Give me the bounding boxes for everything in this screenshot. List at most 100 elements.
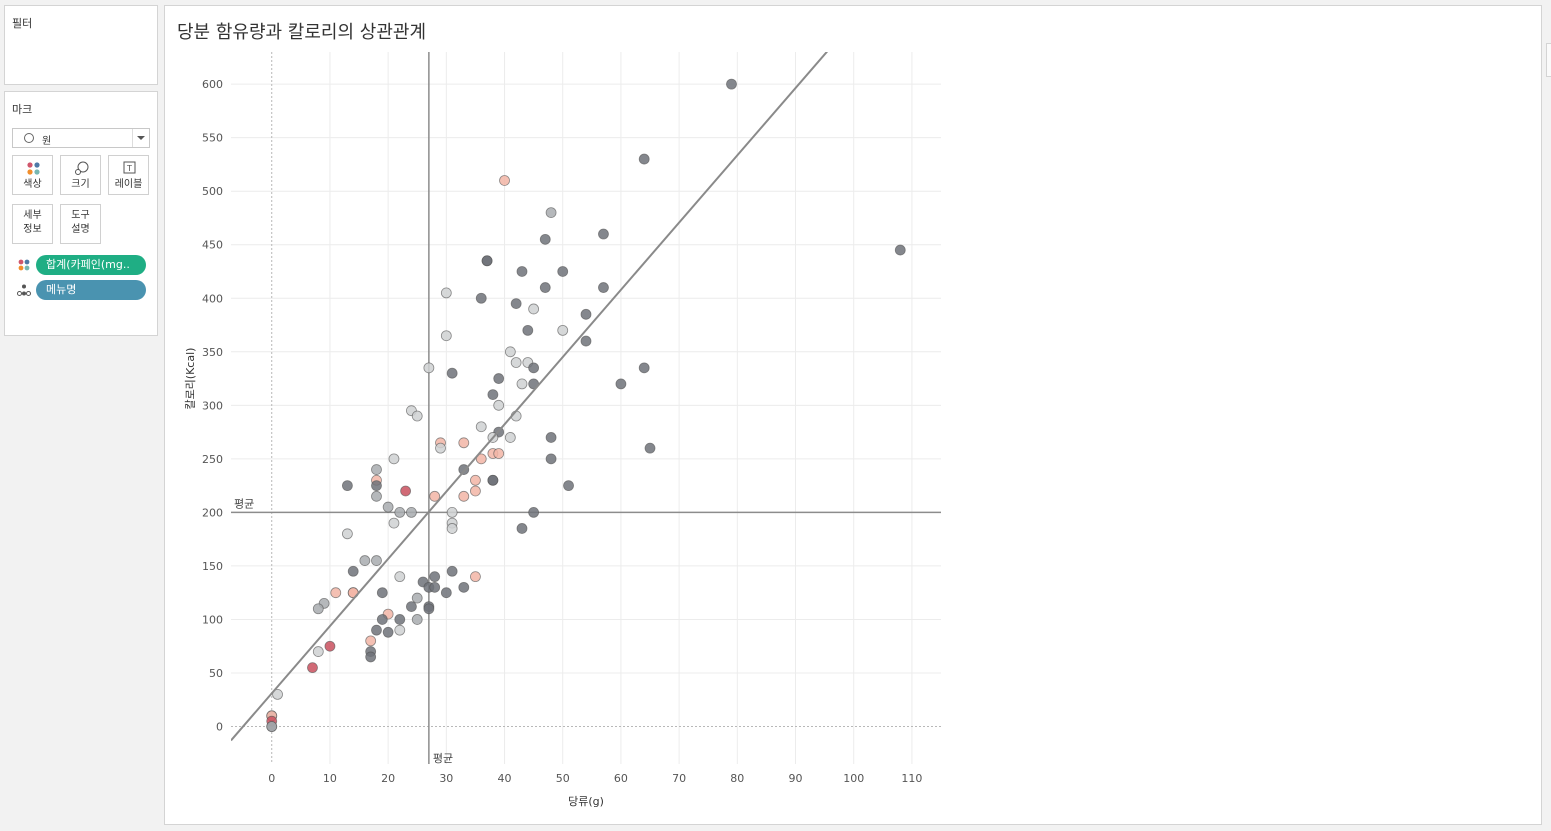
x-tick-label: 110 <box>901 772 922 785</box>
x-tick-label: 10 <box>323 772 337 785</box>
caffeine-sum-pill[interactable]: 합계(카페인(mg.. <box>36 255 146 275</box>
data-point <box>516 266 528 277</box>
data-point <box>563 480 574 492</box>
chevron-down-icon[interactable] <box>132 129 149 147</box>
data-point <box>359 555 371 566</box>
data-point <box>330 587 342 599</box>
y-average-label: 평균 <box>234 497 254 510</box>
y-tick-label: 500 <box>202 185 223 198</box>
y-tick-label: 150 <box>202 560 223 573</box>
detail-button[interactable]: 세부 정보 <box>12 204 53 244</box>
tooltip-label-2: 설명 <box>71 224 90 235</box>
data-point <box>470 485 481 497</box>
y-tick-label: 350 <box>202 346 223 359</box>
data-point <box>429 571 441 583</box>
y-tick-label: 100 <box>202 613 223 626</box>
y-tick-label: 50 <box>209 667 223 680</box>
worksheet-panel: 당분 함유량과 칼로리의 상관관계 평균 평균 0 10 20 30 40 50 60 70 80… <box>164 5 1542 825</box>
data-point <box>644 442 656 454</box>
data-point <box>510 357 522 368</box>
data-point <box>726 78 737 90</box>
data-point <box>499 175 510 186</box>
data-point <box>598 282 609 293</box>
marks-title: 마크 <box>12 103 33 116</box>
size-button[interactable]: 크기 <box>60 155 101 195</box>
data-point <box>411 592 423 604</box>
data-point <box>440 287 452 299</box>
data-point <box>446 367 458 379</box>
data-point <box>504 346 516 358</box>
data-point <box>557 266 569 277</box>
data-point <box>371 624 382 636</box>
x-tick-label: 100 <box>843 772 864 785</box>
filters-panel[interactable]: 필터 <box>4 5 158 85</box>
x-tick-label: 60 <box>614 772 628 785</box>
data-point <box>272 689 283 700</box>
data-point <box>493 448 505 459</box>
data-point <box>382 501 394 513</box>
axes: 0 10 20 30 40 50 60 70 80 90 100 110 0 50 100 150 200 250… <box>184 78 922 808</box>
detail-label-2: 정보 <box>23 224 42 235</box>
data-point <box>528 362 540 374</box>
y-tick-label: 400 <box>202 292 223 305</box>
y-tick-label: 200 <box>202 506 223 519</box>
data-point <box>545 207 557 219</box>
data-point <box>371 480 382 492</box>
data-point <box>493 399 505 411</box>
filters-title: 필터 <box>12 17 33 30</box>
y-tick-label: 550 <box>202 132 223 145</box>
data-point <box>493 373 505 384</box>
data-point <box>440 587 452 599</box>
data-point <box>406 601 417 613</box>
data-point <box>475 421 487 433</box>
data-point <box>528 303 540 315</box>
y-axis-title: 칼로리(Kcal) <box>184 348 197 410</box>
data-point <box>475 453 487 465</box>
data-point <box>470 474 481 486</box>
y-tick-label: 300 <box>202 399 223 412</box>
data-point <box>406 506 417 518</box>
data-point <box>394 614 406 625</box>
data-point <box>411 410 423 422</box>
data-point <box>528 506 540 518</box>
data-point <box>516 523 528 534</box>
data-point <box>429 490 441 502</box>
trend-line <box>231 52 829 742</box>
data-point <box>580 308 592 320</box>
data-point <box>516 378 528 390</box>
data-point <box>545 432 557 443</box>
x-tick-label: 0 <box>268 772 275 785</box>
label-button[interactable]: T 레이블 <box>108 155 149 195</box>
data-point <box>400 485 411 497</box>
menu-name-pill[interactable]: 메뉴명 <box>36 280 146 300</box>
data-point <box>894 244 906 256</box>
color-icon <box>18 259 30 271</box>
x-tick-label: 80 <box>730 772 744 785</box>
chart-title: 당분 함유량과 칼로리의 상관관계 <box>177 22 427 43</box>
data-point <box>440 330 452 342</box>
data-point <box>324 640 336 652</box>
data-point <box>371 464 382 475</box>
x-tick-label: 20 <box>381 772 395 785</box>
tooltip-button[interactable]: 도구 설명 <box>60 204 101 244</box>
data-point <box>458 490 470 502</box>
data-point <box>429 581 441 593</box>
data-point <box>638 153 650 165</box>
x-tick-label: 50 <box>556 772 570 785</box>
data-point <box>388 517 400 529</box>
x-average-label: 평균 <box>433 752 453 765</box>
data-point <box>598 228 609 240</box>
data-point <box>365 651 377 663</box>
data-point <box>347 565 359 577</box>
data-point <box>446 506 458 518</box>
circle-icon <box>24 133 34 143</box>
data-point <box>539 282 551 293</box>
mark-type-dropdown[interactable]: 원 <box>12 128 150 148</box>
trend-line-layer <box>231 52 829 742</box>
color-button[interactable]: 색상 <box>12 155 53 195</box>
side-scroll-tab[interactable] <box>1546 43 1551 77</box>
data-point <box>638 362 650 374</box>
data-point <box>376 614 388 625</box>
